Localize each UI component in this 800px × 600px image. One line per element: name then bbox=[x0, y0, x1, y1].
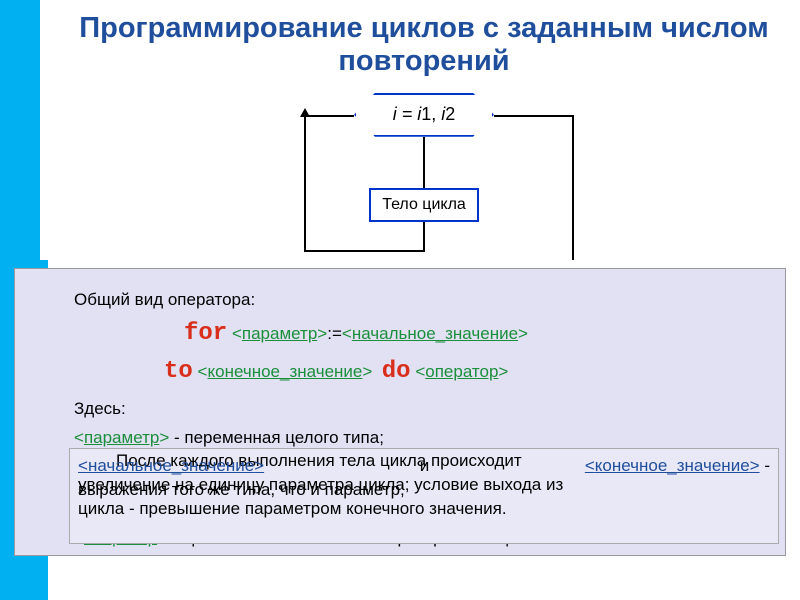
for-param: <параметр> bbox=[232, 324, 327, 343]
keyword-for: for bbox=[184, 320, 227, 347]
here-label: Здесь: bbox=[74, 398, 774, 421]
flowchart-diagram: i = i1, i2 Тело цикла bbox=[224, 93, 624, 263]
line-vert-bottom bbox=[423, 222, 425, 252]
for-start: <начальное_значение> bbox=[342, 324, 528, 343]
hex-2: 2 bbox=[445, 104, 455, 124]
vals-desc2: выражения того же типа, что и параметр; bbox=[78, 480, 405, 499]
line-vert-left bbox=[304, 115, 306, 252]
desc-param-line: <параметр> - переменная целого типа; bbox=[74, 427, 774, 450]
assign-op: := bbox=[327, 324, 342, 343]
line-horiz-bottom bbox=[304, 250, 425, 252]
after-line3: цикла - превышение параметром конечного … bbox=[78, 499, 507, 518]
page-title: Программирование циклов с заданным число… bbox=[48, 0, 800, 85]
syntax-panel: Общий вид оператора: for <параметр>:=<на… bbox=[60, 273, 788, 562]
loop-body-label: Тело цикла bbox=[382, 196, 466, 214]
line-horiz-top-left bbox=[304, 115, 354, 117]
to-end: <конечное_значение> bbox=[198, 362, 373, 381]
overlap-region: После каждого выполнения тела цикла прои… bbox=[74, 450, 774, 521]
keyword-to: to bbox=[164, 358, 193, 385]
loop-header-hexagon: i = i1, i2 bbox=[354, 93, 494, 137]
hex-i: i = i bbox=[393, 104, 422, 124]
keyword-do: do bbox=[382, 358, 411, 385]
hex-1: 1, bbox=[421, 104, 441, 124]
hex-label: i = i1, i2 bbox=[393, 104, 456, 125]
main-content: Программирование циклов с заданным число… bbox=[48, 0, 800, 600]
syntax-line-to: to <конечное_значение> do <оператор> bbox=[74, 356, 774, 388]
loop-body-box: Тело цикла bbox=[369, 188, 479, 222]
blue-end-val: <конечное_значение> bbox=[585, 456, 760, 475]
arrow-up-icon bbox=[300, 108, 310, 117]
line-vert-center bbox=[423, 137, 425, 188]
overlap-text: После каждого выполнения тела цикла прои… bbox=[74, 450, 774, 521]
line-horiz-right bbox=[494, 115, 574, 117]
panel-line-general: Общий вид оператора: bbox=[74, 289, 774, 312]
syntax-line-for: for <параметр>:=<начальное_значение> bbox=[74, 318, 774, 350]
line-vert-right bbox=[572, 115, 574, 260]
do-op: <оператор> bbox=[415, 362, 508, 381]
